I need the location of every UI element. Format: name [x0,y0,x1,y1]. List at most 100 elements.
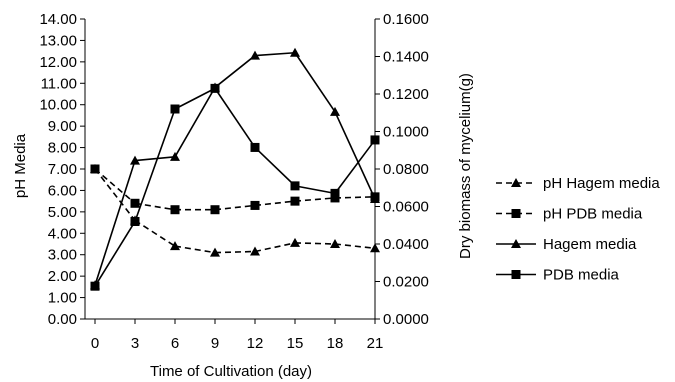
series-ph-hagem-media [90,164,380,257]
series-segment [294,52,336,113]
data-point [370,194,380,203]
series-segment [254,146,296,187]
series-segment [254,51,296,57]
right-tick-label: 0.1400 [383,49,429,66]
series-layer [90,47,380,291]
legend: pH Hagem media pH PDB media Hagem media PDB… [496,175,660,284]
left-tick-label: 6.00 [48,182,77,199]
right-axis-ticks: 0.0000 0.0200 0.0400 0.0600 0.0800 0.1000 0.12… [375,11,429,328]
left-axis-ticks: 0.00 1.00 2.00 3.00 4.00 5.00 6.00 7.00 8.00 9.00… [39,11,85,328]
series-segment [214,87,256,148]
left-tick-label: 3.00 [48,247,77,264]
left-tick-label: 14.00 [39,11,77,28]
series-segment [174,245,216,254]
series-segment [294,185,336,195]
left-tick-label: 9.00 [48,118,77,135]
data-point [290,237,300,247]
legend-swatch-marker [511,209,521,218]
data-point [330,188,340,198]
x-tick-label: 6 [171,335,179,352]
legend-swatch-marker [511,178,521,187]
data-point [250,142,260,152]
series-segment [94,160,136,286]
right-tick-label: 0.0000 [383,311,429,328]
data-point [130,217,140,226]
data-point [290,196,300,206]
left-tick-label: 4.00 [48,225,77,242]
data-point [170,104,180,114]
right-tick-label: 0.0600 [383,199,429,216]
x-tick-label: 9 [211,335,219,352]
left-tick-label: 5.00 [48,204,77,221]
left-tick-label: 7.00 [48,161,77,178]
right-axis-title: Dry biomass of mycelium(g) [457,73,474,259]
legend-item: pH PDB media [496,206,643,223]
series-segment [254,200,296,207]
data-point [250,246,260,256]
series-segment [134,219,176,247]
series-segment [214,250,256,254]
legend-swatch-marker [511,239,521,248]
legend-label: Hagem media [543,236,637,253]
series-segment [334,243,376,250]
right-tick-label: 0.0400 [383,236,429,253]
data-point [130,155,140,165]
series-segment [174,87,216,110]
left-tick-label: 2.00 [48,268,77,285]
series-segment [94,221,136,287]
right-tick-label: 0.1200 [383,86,429,103]
series-pdb-media [90,83,380,291]
data-point [210,247,220,257]
data-point [370,243,380,253]
left-tick-label: 11.00 [41,75,77,92]
legend-item: PDB media [496,267,620,284]
series-segment [174,87,216,158]
data-point [170,241,180,251]
series-segment [334,111,376,200]
left-tick-label: 1.00 [48,290,77,307]
data-point [90,164,100,174]
x-tick-label: 15 [287,335,304,352]
x-tick-label: 12 [247,335,264,352]
series-segment [334,196,376,199]
series-segment [134,156,176,162]
series-segment [334,139,376,194]
right-tick-label: 0.0200 [383,274,429,291]
data-point [330,193,340,203]
x-tick-label: 0 [91,335,99,352]
x-axis-title: Time of Cultivation (day) [150,363,312,380]
legend-label: pH Hagem media [543,175,660,192]
series-segment [214,204,256,211]
series-segment [294,197,336,202]
data-point [290,181,300,191]
data-point [210,83,220,93]
left-tick-label: 8.00 [48,140,77,157]
data-point [170,151,180,161]
data-point [250,200,260,210]
right-tick-label: 0.1600 [383,11,429,28]
x-tick-label: 3 [131,335,139,352]
series-segment [94,168,136,204]
legend-label: PDB media [543,267,620,284]
series-segment [94,168,136,221]
legend-swatch-marker [511,270,521,279]
axes [84,19,376,320]
legend-item: Hagem media [496,236,637,253]
series-segment [134,202,176,211]
left-tick-label: 12.00 [39,54,77,71]
data-point [290,47,300,57]
data-point [90,281,100,291]
right-tick-label: 0.1000 [383,124,429,141]
series-segment [134,108,176,222]
right-tick-label: 0.0800 [383,161,429,178]
series-segment [254,242,296,253]
data-point [170,205,180,215]
left-axis-title: pH Media [12,133,29,198]
left-tick-label: 13.00 [39,32,77,49]
x-axis-ticks: 0 3 6 9 12 15 18 21 [91,319,384,352]
x-tick-label: 21 [367,335,384,352]
x-tick-label: 18 [327,335,344,352]
data-point [330,106,340,116]
data-point [330,239,340,248]
